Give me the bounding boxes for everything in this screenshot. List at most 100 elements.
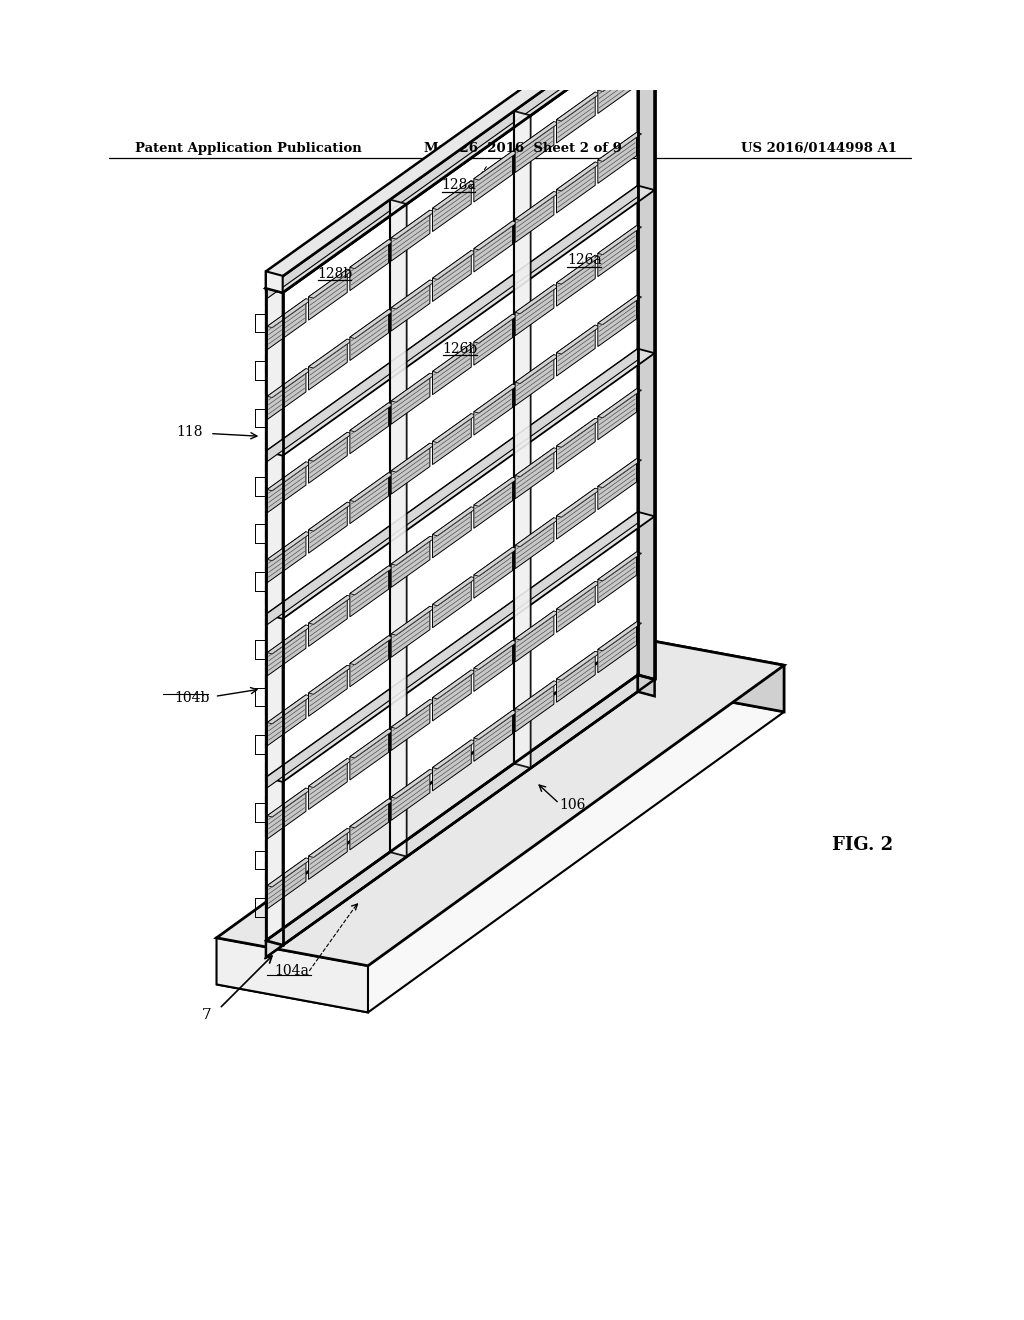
Polygon shape bbox=[474, 314, 513, 366]
Polygon shape bbox=[267, 532, 311, 561]
Polygon shape bbox=[350, 403, 388, 454]
Polygon shape bbox=[308, 829, 347, 879]
Polygon shape bbox=[391, 444, 435, 473]
Polygon shape bbox=[216, 684, 784, 1012]
Polygon shape bbox=[598, 132, 642, 161]
Polygon shape bbox=[474, 220, 513, 272]
Polygon shape bbox=[474, 548, 517, 577]
Polygon shape bbox=[474, 640, 513, 692]
Polygon shape bbox=[474, 150, 517, 180]
Polygon shape bbox=[308, 269, 347, 321]
Polygon shape bbox=[556, 581, 600, 610]
Text: US 2016/0144998 A1: US 2016/0144998 A1 bbox=[741, 141, 897, 154]
Polygon shape bbox=[350, 240, 388, 290]
Polygon shape bbox=[308, 829, 352, 858]
Polygon shape bbox=[432, 181, 476, 210]
Polygon shape bbox=[556, 255, 595, 306]
Polygon shape bbox=[308, 432, 352, 461]
Polygon shape bbox=[514, 111, 530, 768]
Text: 118: 118 bbox=[176, 425, 203, 438]
Polygon shape bbox=[267, 788, 306, 840]
Polygon shape bbox=[556, 418, 600, 447]
Text: 128a: 128a bbox=[441, 178, 476, 191]
Polygon shape bbox=[474, 478, 513, 528]
Polygon shape bbox=[308, 595, 352, 624]
Polygon shape bbox=[267, 462, 311, 491]
Polygon shape bbox=[308, 595, 347, 647]
Polygon shape bbox=[474, 384, 517, 413]
Polygon shape bbox=[556, 325, 595, 376]
Polygon shape bbox=[474, 384, 513, 436]
Polygon shape bbox=[350, 310, 393, 338]
Text: FIG. 2: FIG. 2 bbox=[831, 836, 893, 854]
Polygon shape bbox=[391, 280, 430, 331]
Polygon shape bbox=[308, 759, 352, 788]
Polygon shape bbox=[391, 606, 435, 635]
Polygon shape bbox=[598, 459, 637, 510]
Polygon shape bbox=[515, 285, 554, 335]
Polygon shape bbox=[266, 186, 638, 462]
Polygon shape bbox=[515, 611, 559, 640]
Polygon shape bbox=[432, 671, 476, 700]
Polygon shape bbox=[391, 374, 435, 403]
Polygon shape bbox=[432, 507, 476, 536]
Polygon shape bbox=[432, 413, 476, 442]
Polygon shape bbox=[267, 298, 306, 350]
Polygon shape bbox=[350, 240, 393, 269]
Polygon shape bbox=[266, 675, 638, 957]
Text: 126a: 126a bbox=[567, 253, 602, 267]
Polygon shape bbox=[556, 255, 600, 284]
Polygon shape bbox=[432, 741, 476, 768]
Polygon shape bbox=[556, 651, 595, 702]
Polygon shape bbox=[432, 671, 471, 721]
Polygon shape bbox=[267, 858, 306, 909]
Polygon shape bbox=[350, 636, 393, 665]
Polygon shape bbox=[474, 710, 513, 762]
Polygon shape bbox=[598, 552, 642, 581]
Polygon shape bbox=[515, 681, 554, 731]
Polygon shape bbox=[432, 413, 471, 465]
Polygon shape bbox=[556, 488, 600, 517]
Polygon shape bbox=[598, 389, 637, 440]
Text: Patent Application Publication: Patent Application Publication bbox=[135, 141, 362, 154]
Text: 104a: 104a bbox=[274, 964, 309, 978]
Polygon shape bbox=[391, 700, 430, 751]
Polygon shape bbox=[266, 512, 638, 788]
Polygon shape bbox=[266, 5, 638, 288]
Polygon shape bbox=[391, 374, 430, 424]
Polygon shape bbox=[474, 150, 513, 202]
Polygon shape bbox=[515, 355, 554, 405]
Polygon shape bbox=[350, 729, 393, 758]
Polygon shape bbox=[432, 343, 476, 372]
Polygon shape bbox=[350, 566, 388, 616]
Polygon shape bbox=[391, 770, 435, 799]
Polygon shape bbox=[432, 251, 476, 280]
Polygon shape bbox=[308, 665, 347, 717]
Polygon shape bbox=[474, 710, 517, 739]
Polygon shape bbox=[598, 132, 637, 183]
Polygon shape bbox=[350, 473, 393, 502]
Polygon shape bbox=[308, 339, 352, 368]
Polygon shape bbox=[266, 348, 638, 626]
Polygon shape bbox=[267, 532, 306, 582]
Polygon shape bbox=[515, 447, 559, 477]
Polygon shape bbox=[432, 741, 471, 791]
Polygon shape bbox=[515, 285, 559, 314]
Text: 7: 7 bbox=[202, 1008, 212, 1022]
Polygon shape bbox=[267, 368, 306, 420]
Polygon shape bbox=[598, 62, 637, 114]
Polygon shape bbox=[556, 651, 600, 680]
Polygon shape bbox=[350, 799, 393, 828]
Polygon shape bbox=[266, 512, 654, 781]
Polygon shape bbox=[432, 577, 471, 628]
Polygon shape bbox=[638, 5, 654, 26]
Text: 106: 106 bbox=[559, 799, 586, 812]
Polygon shape bbox=[633, 638, 784, 711]
Polygon shape bbox=[598, 552, 637, 603]
Polygon shape bbox=[432, 181, 471, 231]
Polygon shape bbox=[267, 624, 311, 653]
Polygon shape bbox=[350, 636, 388, 686]
Polygon shape bbox=[267, 788, 311, 817]
Polygon shape bbox=[598, 296, 637, 347]
Polygon shape bbox=[556, 325, 600, 354]
